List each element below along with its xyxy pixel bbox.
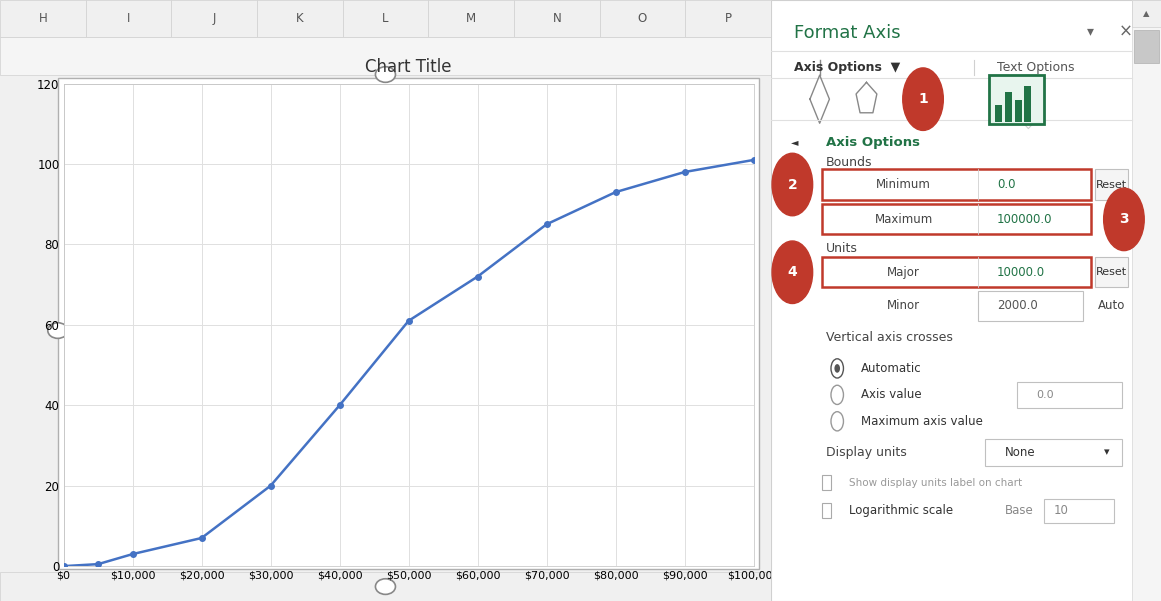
Text: K: K bbox=[296, 12, 304, 25]
Text: J: J bbox=[212, 12, 216, 25]
Text: H: H bbox=[38, 12, 48, 25]
Bar bbox=[1132, 0, 1161, 27]
Bar bbox=[1044, 499, 1115, 523]
Bar bbox=[1095, 169, 1127, 200]
Bar bbox=[0, 0, 86, 37]
Text: Maximum: Maximum bbox=[874, 213, 932, 226]
Bar bbox=[172, 0, 257, 37]
Text: Display units: Display units bbox=[825, 446, 907, 459]
Bar bbox=[257, 0, 342, 37]
Bar bbox=[1017, 382, 1122, 408]
Bar bbox=[822, 169, 1091, 200]
Text: 4: 4 bbox=[787, 265, 798, 279]
Text: Axis Options  ▼: Axis Options ▼ bbox=[794, 61, 901, 75]
Text: 3: 3 bbox=[1119, 212, 1128, 227]
Bar bbox=[1132, 0, 1161, 601]
Text: 0.0: 0.0 bbox=[997, 178, 1016, 191]
Circle shape bbox=[831, 359, 843, 378]
Text: Auto: Auto bbox=[1097, 299, 1125, 313]
Bar bbox=[428, 0, 514, 37]
Bar bbox=[1005, 92, 1012, 122]
Text: Reset: Reset bbox=[1096, 180, 1127, 189]
Bar bbox=[978, 291, 1083, 321]
Text: Minor: Minor bbox=[887, 299, 921, 313]
Text: ◄: ◄ bbox=[791, 138, 798, 147]
Text: Axis Options: Axis Options bbox=[825, 136, 920, 149]
Text: Vertical axis crosses: Vertical axis crosses bbox=[825, 331, 952, 344]
Text: ▲: ▲ bbox=[1144, 10, 1149, 18]
Text: O: O bbox=[637, 12, 647, 25]
Text: Major: Major bbox=[887, 266, 920, 279]
Bar bbox=[58, 78, 759, 569]
Text: Bounds: Bounds bbox=[825, 156, 872, 169]
Text: Format Axis: Format Axis bbox=[794, 24, 901, 42]
Bar bbox=[1133, 30, 1159, 63]
Bar bbox=[342, 0, 428, 37]
Circle shape bbox=[831, 412, 843, 431]
Text: ×: × bbox=[1119, 22, 1133, 40]
Bar bbox=[989, 75, 1044, 124]
Title: Chart Title: Chart Title bbox=[366, 58, 452, 76]
Bar bbox=[685, 0, 771, 37]
Text: L: L bbox=[382, 12, 389, 25]
Text: Text Options: Text Options bbox=[997, 61, 1075, 75]
Text: Base: Base bbox=[1005, 504, 1033, 517]
Text: Axis value: Axis value bbox=[860, 388, 921, 401]
Text: Reset: Reset bbox=[1096, 267, 1127, 277]
Bar bbox=[1015, 100, 1022, 122]
Text: 10000.0: 10000.0 bbox=[997, 266, 1045, 279]
Text: Logarithmic scale: Logarithmic scale bbox=[849, 504, 953, 517]
Bar bbox=[0, 37, 771, 75]
Circle shape bbox=[772, 241, 813, 304]
Bar bbox=[822, 475, 831, 490]
Circle shape bbox=[903, 68, 944, 130]
Bar bbox=[86, 0, 172, 37]
Bar bbox=[1024, 86, 1031, 122]
Circle shape bbox=[375, 67, 396, 82]
Text: ▾: ▾ bbox=[1088, 24, 1095, 38]
Bar bbox=[822, 504, 831, 518]
Text: I: I bbox=[127, 12, 130, 25]
Bar bbox=[514, 0, 599, 37]
Bar bbox=[995, 105, 1002, 122]
Text: 1: 1 bbox=[918, 92, 928, 106]
Bar bbox=[822, 204, 1091, 234]
Text: Minimum: Minimum bbox=[877, 178, 931, 191]
Text: Automatic: Automatic bbox=[860, 362, 921, 375]
Text: 0.0: 0.0 bbox=[1036, 390, 1054, 400]
Bar bbox=[986, 439, 1122, 466]
Circle shape bbox=[772, 153, 813, 216]
Text: P: P bbox=[724, 12, 731, 25]
Text: N: N bbox=[553, 12, 561, 25]
Text: 2: 2 bbox=[787, 177, 798, 192]
Text: 100000.0: 100000.0 bbox=[997, 213, 1053, 226]
Circle shape bbox=[1104, 188, 1145, 251]
Bar bbox=[1132, 0, 1161, 601]
Text: Show display units label on chart: Show display units label on chart bbox=[849, 478, 1022, 487]
Bar bbox=[822, 257, 1091, 287]
Bar bbox=[1095, 257, 1127, 287]
Text: M: M bbox=[466, 12, 476, 25]
Text: 2000.0: 2000.0 bbox=[997, 299, 1038, 313]
Text: Maximum axis value: Maximum axis value bbox=[860, 415, 982, 428]
Text: ▾: ▾ bbox=[1104, 448, 1109, 457]
Bar bbox=[599, 0, 685, 37]
Text: None: None bbox=[1005, 446, 1036, 459]
Text: 10: 10 bbox=[1054, 504, 1069, 517]
Circle shape bbox=[375, 579, 396, 594]
Text: Units: Units bbox=[825, 242, 857, 255]
Circle shape bbox=[831, 385, 843, 404]
Circle shape bbox=[835, 364, 841, 373]
Bar bbox=[0, 572, 771, 601]
Circle shape bbox=[48, 323, 67, 338]
